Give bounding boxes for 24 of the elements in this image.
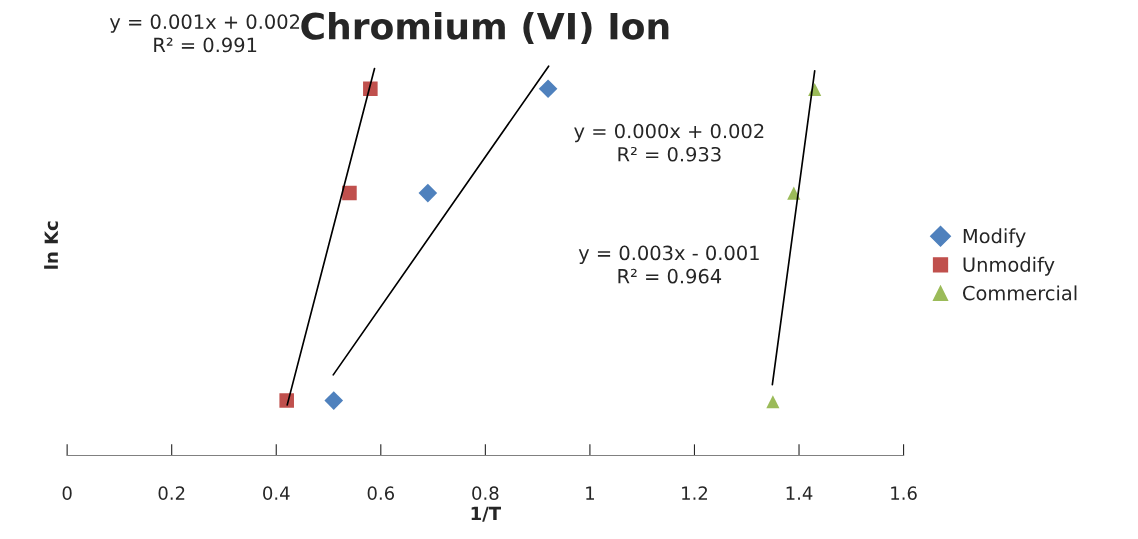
x-tick-label: 0.8 [472,486,499,500]
x-tick-label: 0.6 [367,486,395,500]
point [538,79,558,99]
legend-label: Modify [963,228,1026,248]
x-tick-label: 1.2 [682,486,708,500]
x-tick-label: 1.6 [891,486,917,500]
x-axis-title: 1/T [471,506,501,522]
x-tick-label: 1 [586,486,594,500]
legend-label: Unmodify [963,256,1055,276]
text: y = 0.001x + 0.002 R² = 0.991 [109,14,300,53]
point [279,393,294,408]
legend-label: Commercial [963,285,1077,301]
x-tick-label: 1.4 [786,486,813,500]
point [418,183,438,203]
point [766,395,780,409]
point [324,391,344,410]
annotation: y = 0.003x - 0.001 R² = 0.964 [578,245,759,284]
x-tick-label: 0.4 [263,486,290,500]
point [342,185,357,201]
y-axis-title: ln Kc [44,221,59,269]
x-tick-label: 0 [62,486,72,500]
x-tick-label: 0.2 [158,486,185,500]
annotation: y = 0.000x + 0.002 R² = 0.933 [574,123,764,162]
chart-title: Chromium (VI) Ion [301,11,669,45]
